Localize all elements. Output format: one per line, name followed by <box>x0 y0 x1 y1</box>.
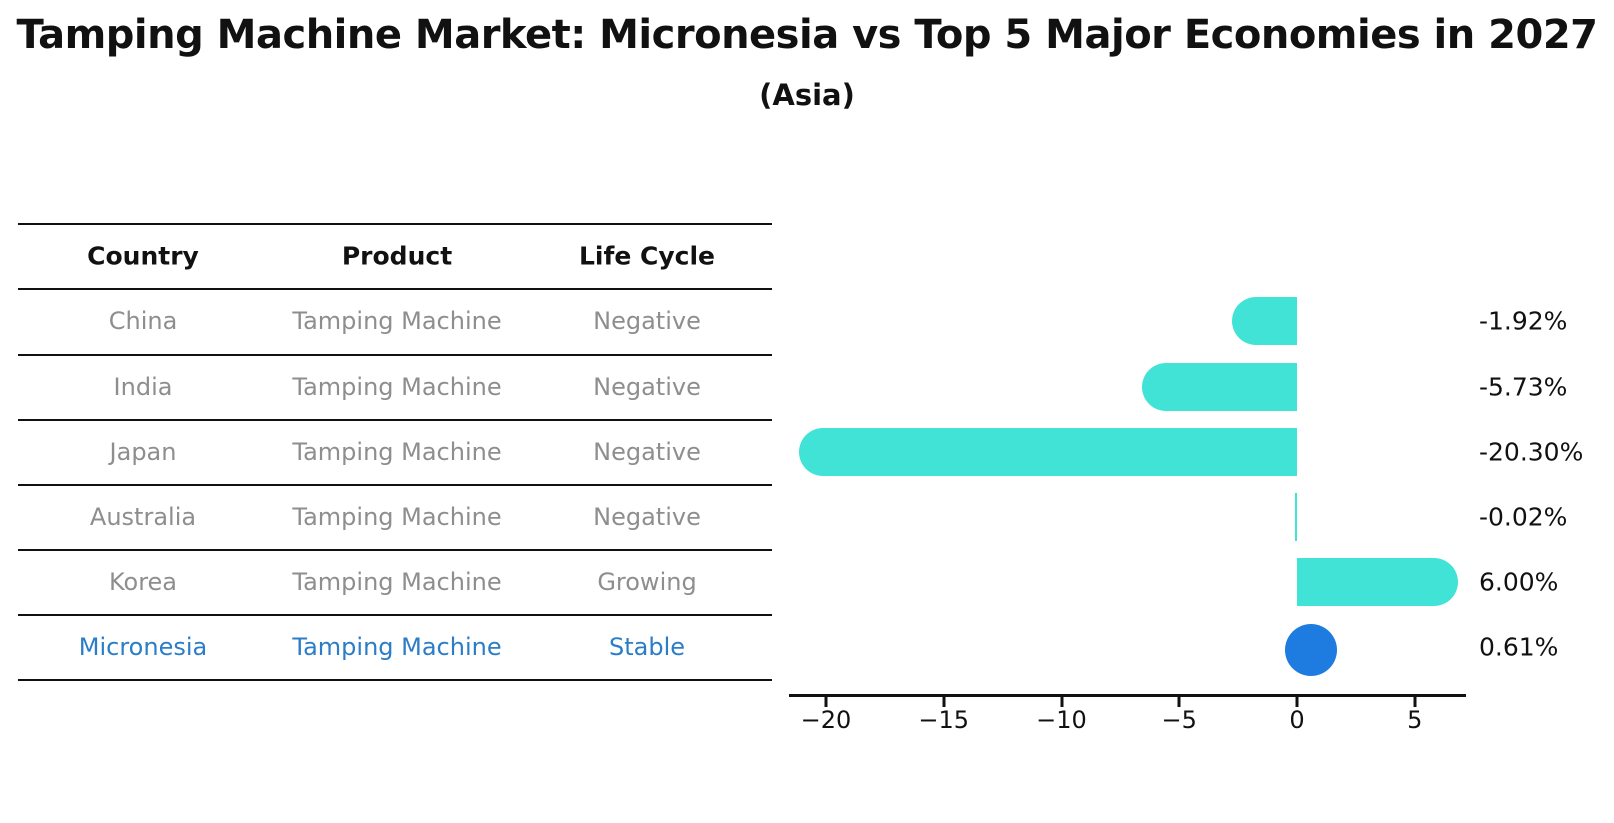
x-axis-tick-mark <box>824 697 828 707</box>
table-divider-line <box>18 419 772 421</box>
table-cell-life_cycle: Negative <box>593 437 701 466</box>
x-axis-tick-label: −5 <box>1161 706 1197 734</box>
x-axis-line <box>789 694 1466 697</box>
table-cell-product: Tamping Machine <box>292 567 502 596</box>
table-cell-product: Tamping Machine <box>292 372 502 401</box>
x-axis-tick-mark <box>942 697 946 707</box>
x-axis-tick-label: −20 <box>800 706 852 734</box>
bar-korea <box>1297 557 1459 606</box>
bar-value-label: 6.00% <box>1479 567 1559 596</box>
bar-australia <box>1295 492 1297 541</box>
x-axis-tick-mark <box>1177 697 1181 707</box>
chart-subtitle: (Asia) <box>759 78 855 112</box>
x-axis-tick-mark <box>1295 697 1299 707</box>
table-divider-line <box>18 223 772 225</box>
table-divider-line <box>18 549 772 551</box>
bar-japan <box>798 427 1297 476</box>
table-divider-line <box>18 614 772 616</box>
column-header-product: Product <box>341 241 453 271</box>
bar-value-label: -1.92% <box>1479 306 1568 336</box>
table-cell-country: Korea <box>108 567 178 596</box>
bar-value-label: -0.02% <box>1479 502 1568 531</box>
table-cell-life_cycle: Negative <box>593 307 701 335</box>
x-axis-tick-mark <box>1060 697 1063 707</box>
bar-india <box>1142 362 1297 411</box>
micronesia-data-dot <box>1285 623 1338 676</box>
table-divider-line <box>18 354 772 356</box>
x-axis-tick-label: 5 <box>1407 706 1423 734</box>
x-axis-tick-label: −10 <box>1036 706 1087 734</box>
x-axis-tick-mark <box>1413 697 1417 707</box>
table-divider-line <box>18 679 772 681</box>
table-cell-life_cycle: Negative <box>593 372 701 401</box>
table-cell-country: China <box>108 307 178 335</box>
bar-value-label: 0.61% <box>1479 632 1559 661</box>
bar-value-label: -5.73% <box>1479 372 1568 401</box>
table-cell-product: Tamping Machine <box>292 632 502 661</box>
table-cell-product: Tamping Machine <box>292 307 502 335</box>
table-cell-country: Australia <box>89 502 197 531</box>
table-cell-country: India <box>113 372 173 401</box>
chart-title: Tamping Machine Market: Micronesia vs To… <box>16 12 1599 58</box>
table-cell-product: Tamping Machine <box>292 437 502 466</box>
table-cell-product: Tamping Machine <box>292 502 502 531</box>
table-cell-life_cycle: Stable <box>608 632 686 661</box>
table-cell-life_cycle: Growing <box>597 567 697 596</box>
table-divider-line <box>18 288 772 290</box>
x-axis-tick-label: 0 <box>1289 706 1305 734</box>
table-cell-country: Japan <box>109 437 177 466</box>
table-cell-country: Micronesia <box>78 632 208 661</box>
bar-value-label: -20.30% <box>1479 437 1584 466</box>
table-cell-life_cycle: Negative <box>593 502 701 531</box>
x-axis-tick-label: −15 <box>918 706 970 734</box>
bar-china <box>1231 297 1297 345</box>
column-header-country: Country <box>87 241 199 271</box>
table-divider-line <box>18 484 772 486</box>
column-header-life-cycle: Life Cycle <box>578 241 716 271</box>
